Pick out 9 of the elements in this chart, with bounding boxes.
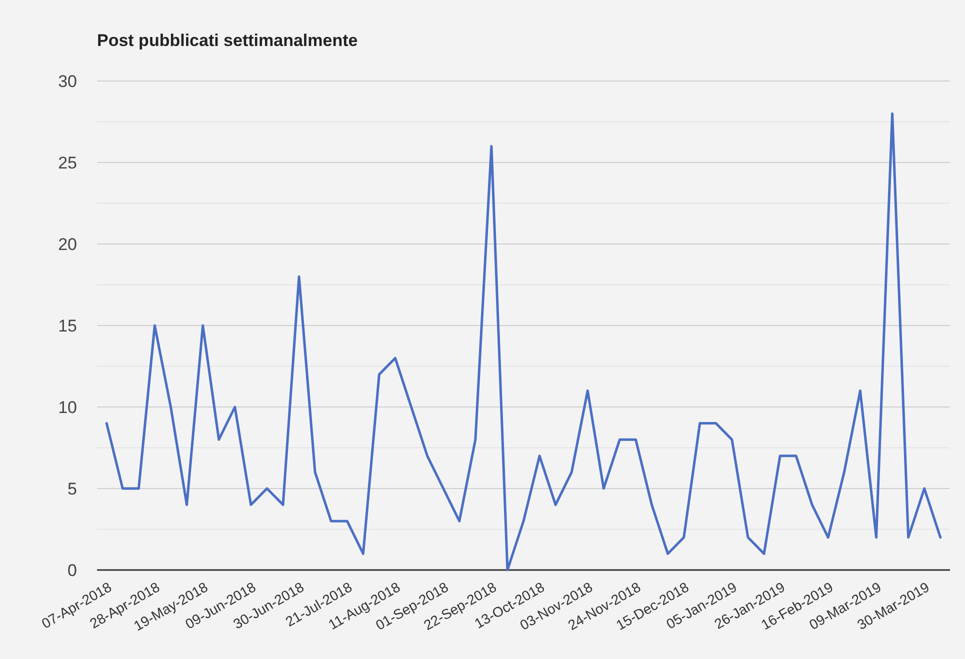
- y-tick-label: 25: [58, 153, 77, 172]
- y-tick-label: 10: [58, 398, 77, 417]
- y-tick-label: 30: [58, 72, 77, 91]
- y-tick-label: 20: [58, 234, 77, 254]
- y-tick-label: 0: [68, 560, 77, 580]
- y-tick-label: 5: [68, 479, 77, 498]
- chart-title: Post pubblicati settimanalmente: [97, 31, 358, 50]
- line-series: [105, 112, 942, 572]
- y-tick-label: 15: [58, 316, 77, 336]
